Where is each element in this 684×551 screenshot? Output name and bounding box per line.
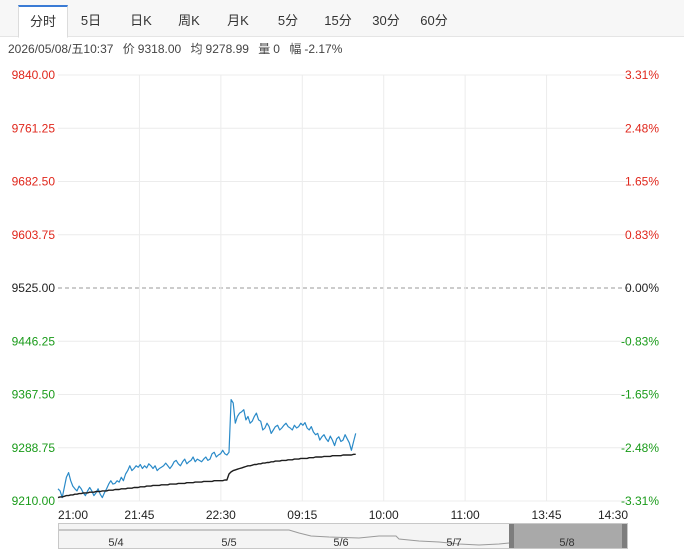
navigator-day-label: 5/6	[333, 537, 349, 549]
date-navigator[interactable]: 5/4 5/5 5/6 5/7 5/8	[58, 523, 628, 549]
navigator-day-label: 5/8	[559, 537, 575, 549]
price-tick-label: 9603.75	[12, 228, 56, 242]
time-tick-label: 11:00	[451, 508, 480, 522]
navigator-selection[interactable]	[511, 524, 627, 548]
percent-tick-label: -0.83%	[621, 334, 659, 348]
navigator-right-handle[interactable]	[622, 524, 627, 548]
chart-grid	[58, 74, 628, 502]
navigator-left-handle[interactable]	[509, 524, 514, 548]
navigator-day-label: 5/7	[446, 537, 462, 549]
time-tick-label: 09:15	[287, 508, 317, 522]
change-label: 幅	[289, 42, 302, 56]
price-tick-label: 9840.00	[12, 68, 56, 82]
price-value: 9318.00	[137, 42, 182, 56]
navigator-day-label: 5/5	[221, 537, 237, 549]
price-tick-label: 9682.50	[12, 175, 56, 189]
price-tick-label: 9288.75	[12, 441, 56, 455]
time-tick-label: 21:45	[124, 508, 154, 522]
time-tick-label: 21:00	[58, 508, 88, 522]
price-tick-label: 9367.50	[12, 388, 56, 402]
navigator-day-label: 5/4	[108, 537, 124, 549]
average-label: 均	[190, 42, 203, 56]
price-line	[57, 399, 357, 499]
intraday-chart[interactable]: 9840.00 9761.25 9682.50 9603.75 9525.00 9446.…	[0, 60, 684, 522]
price-tick-label: 9446.25	[12, 334, 56, 348]
tab-30-min[interactable]: 30分	[372, 13, 400, 28]
percent-tick-label: 0.00%	[625, 281, 659, 295]
tab-intraday[interactable]: 分时	[18, 5, 68, 38]
change-value: -2.17%	[304, 42, 343, 56]
percent-tick-label: 0.83%	[625, 228, 659, 242]
quote-datetime: 2026/05/08/五10:37	[8, 42, 114, 56]
percent-tick-label: 1.65%	[625, 175, 659, 189]
time-axis: 21:00 21:45 22:30 09:15 10:00 11:00 13:45 14:30	[58, 508, 628, 522]
time-tick-label: 13:45	[532, 508, 562, 522]
percent-tick-label: 2.48%	[625, 121, 659, 135]
navigator-minimap	[59, 529, 510, 546]
average-value: 9278.99	[205, 42, 249, 56]
tab-15-min[interactable]: 15分	[324, 13, 352, 28]
tab-5-min[interactable]: 5分	[277, 13, 299, 28]
price-tick-label: 9210.00	[12, 494, 56, 508]
percent-axis: 3.31% 2.48% 1.65% 0.83% 0.00% -0.83% -1.65% -2.…	[621, 68, 659, 508]
percent-tick-label: -3.31%	[621, 494, 659, 508]
price-axis: 9840.00 9761.25 9682.50 9603.75 9525.00 9446.…	[12, 68, 56, 508]
tab-60-min[interactable]: 60分	[420, 13, 448, 28]
tab-weekly-k[interactable]: 周K	[178, 13, 200, 28]
time-tick-label: 22:30	[206, 508, 236, 522]
volume-value: 0	[273, 42, 280, 56]
price-tick-label: 9525.00	[12, 281, 56, 295]
average-price-line	[57, 453, 356, 499]
tab-monthly-k[interactable]: 月K	[227, 13, 249, 28]
tab-daily-k[interactable]: 日K	[130, 13, 152, 28]
price-label: 价	[122, 42, 135, 56]
price-tick-label: 9761.25	[12, 121, 56, 135]
chart-series	[57, 399, 357, 499]
percent-tick-label: 3.31%	[625, 68, 659, 82]
period-tab-bar: 分时 5日 日K 周K 月K 5分 15分 30分 60分	[0, 0, 684, 38]
time-tick-label: 14:30	[598, 508, 628, 522]
percent-tick-label: -1.65%	[621, 388, 659, 402]
percent-tick-label: -2.48%	[621, 441, 659, 455]
tab-5-day[interactable]: 5日	[80, 13, 102, 28]
volume-label: 量	[258, 42, 271, 56]
time-tick-label: 10:00	[369, 508, 399, 522]
